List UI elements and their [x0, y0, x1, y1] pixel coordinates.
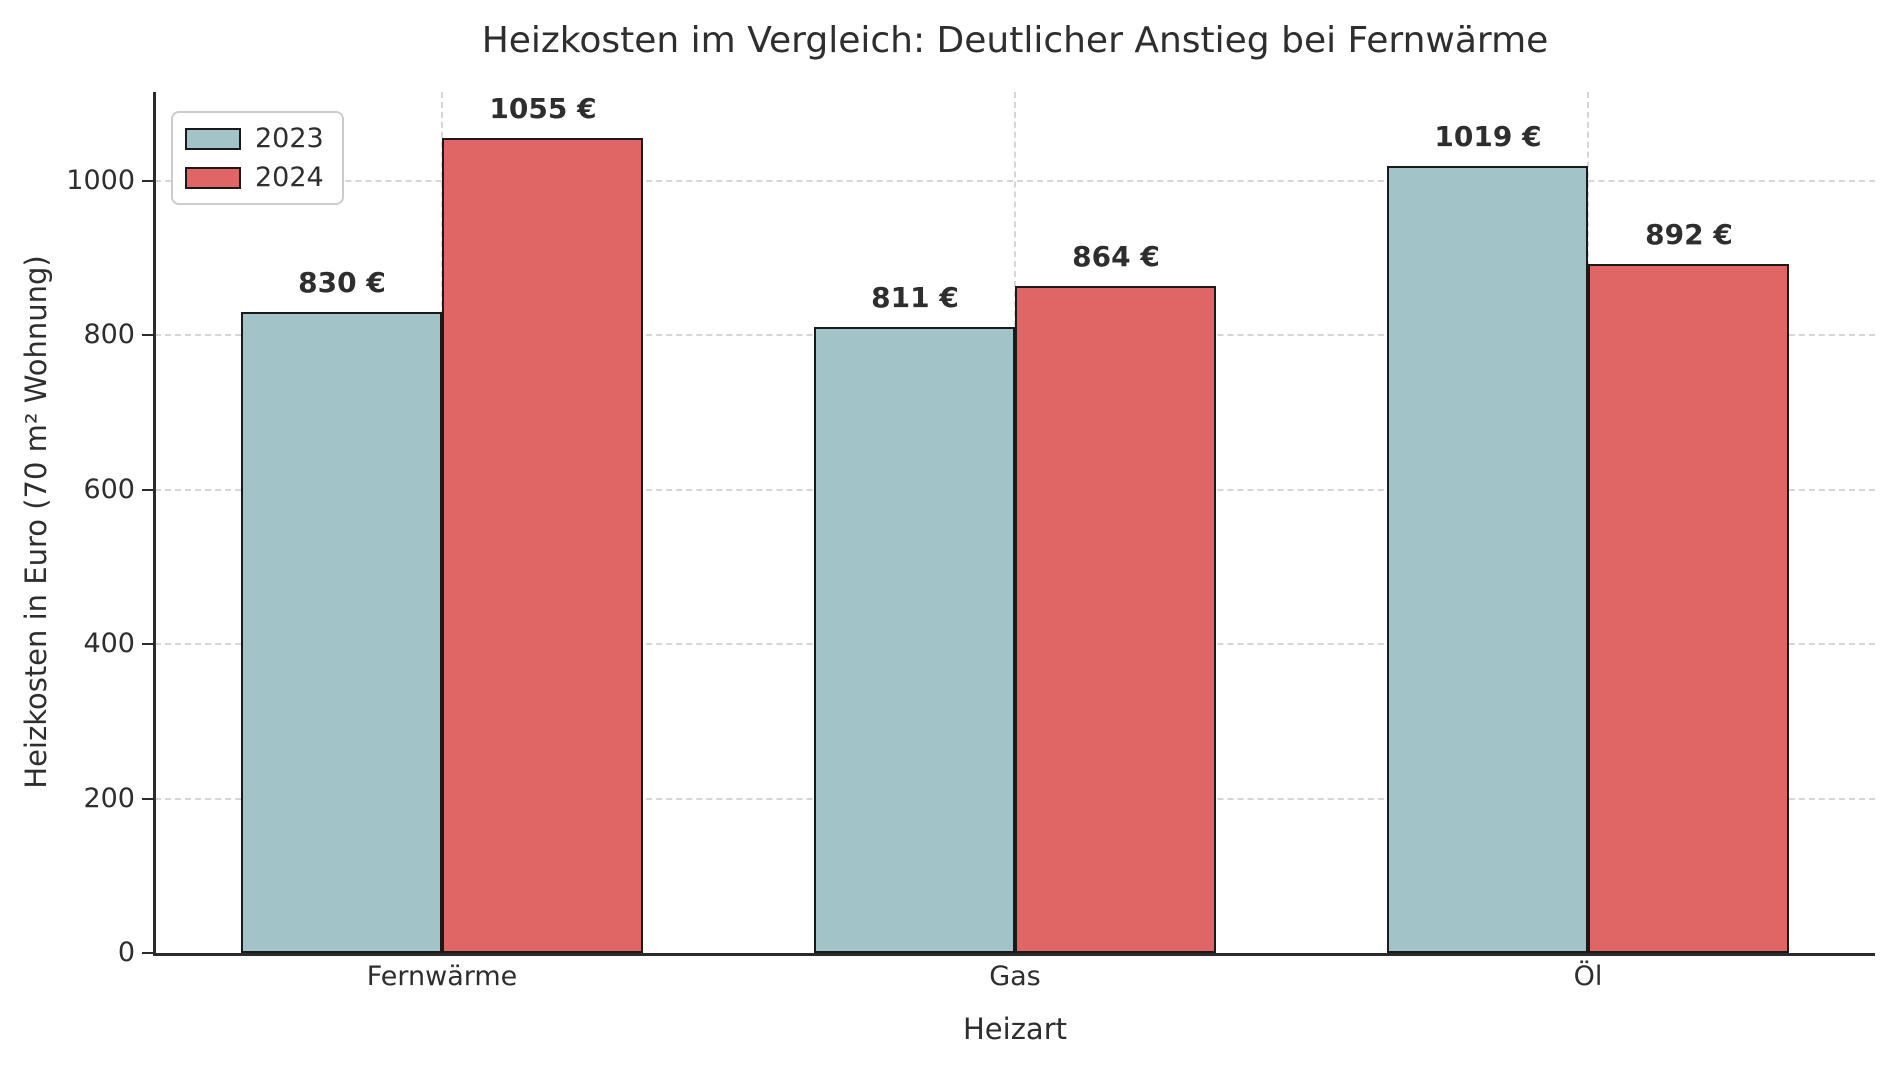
value-label-2024-Gas: 864 € — [1072, 240, 1160, 273]
legend-item-2024: 2024 — [185, 162, 324, 193]
y-tick-600 — [142, 488, 153, 491]
value-label-2024-Fernwärme: 1055 € — [489, 92, 597, 125]
x-tick-label-Gas: Gas — [989, 961, 1041, 992]
bar-2023-Fernwärme — [241, 312, 442, 953]
legend-swatch-2024 — [185, 166, 241, 189]
bar-2023-Gas — [814, 327, 1015, 953]
legend-label-2023: 2023 — [255, 123, 324, 154]
y-tick-label-1000: 1000 — [66, 164, 135, 196]
y-tick-label-0: 0 — [117, 937, 135, 968]
bar-2024-Öl — [1588, 264, 1789, 953]
y-tick-label-400: 400 — [83, 628, 135, 660]
legend-label-2024: 2024 — [255, 162, 324, 193]
bar-2024-Fernwärme — [442, 138, 643, 953]
x-tick-label-Öl: Öl — [1573, 961, 1603, 992]
value-label-2024-Öl: 892 € — [1645, 218, 1733, 251]
legend: 2023 2024 — [171, 111, 344, 205]
y-tick-200 — [142, 797, 153, 800]
y-axis-spine — [153, 92, 156, 955]
x-tick-label-Fernwärme: Fernwärme — [366, 961, 518, 992]
x-axis-label: Heizart — [963, 1012, 1067, 1046]
y-tick-label-600: 600 — [83, 473, 135, 505]
legend-swatch-2023 — [185, 127, 241, 150]
value-label-2023-Fernwärme: 830 € — [298, 266, 386, 299]
y-tick-800 — [142, 334, 153, 337]
y-tick-label-200: 200 — [83, 782, 135, 814]
y-tick-400 — [142, 643, 153, 646]
chart-title: Heizkosten im Vergleich: Deutlicher Anst… — [481, 20, 1549, 61]
bar-2024-Gas — [1015, 286, 1216, 953]
bar-2023-Öl — [1387, 166, 1588, 953]
y-tick-label-800: 800 — [83, 319, 135, 351]
x-axis-spine — [153, 953, 1875, 956]
value-label-2023-Gas: 811 € — [871, 281, 959, 314]
y-tick-1000 — [142, 179, 153, 182]
legend-item-2023: 2023 — [185, 123, 324, 154]
y-tick-0 — [142, 952, 153, 954]
value-label-2023-Öl: 1019 € — [1434, 120, 1542, 153]
